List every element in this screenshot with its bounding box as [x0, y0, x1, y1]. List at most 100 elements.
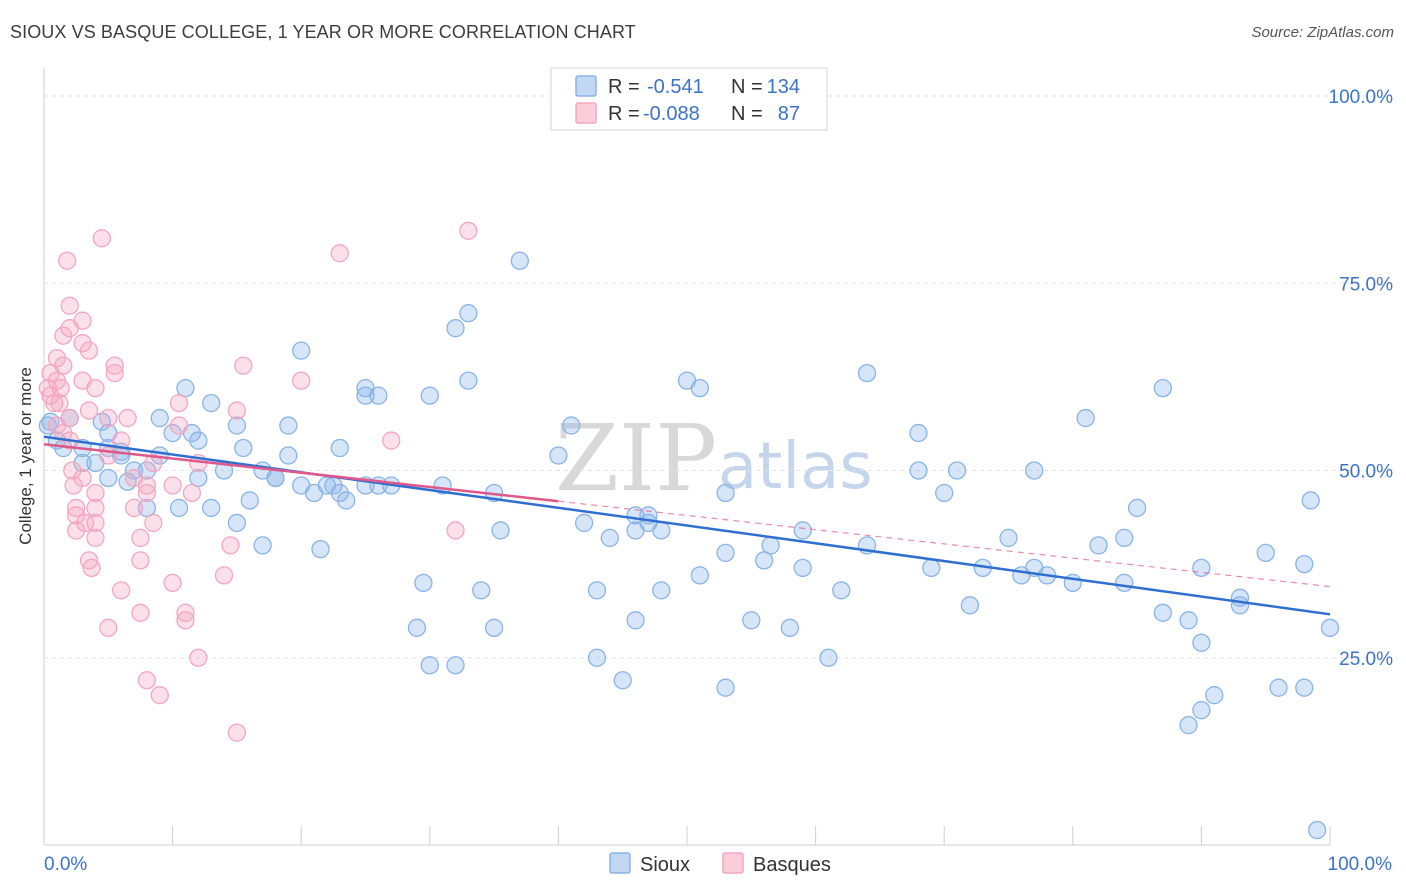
legend-sioux-r-value: -0.541	[647, 76, 704, 98]
basques-point-49	[131, 603, 150, 622]
legend-sioux-n-value: 134	[767, 76, 800, 98]
sioux-point-125	[1230, 596, 1250, 615]
basques-point-40	[105, 363, 124, 383]
basques-point-54	[144, 453, 163, 473]
basques-point-13	[60, 296, 79, 315]
sioux-point-67	[510, 251, 529, 270]
basques-point-19	[67, 498, 86, 518]
basques-point-55	[150, 686, 169, 705]
sioux-point-63	[472, 581, 491, 600]
watermark-atlas: atlas	[718, 430, 873, 504]
sioux-point-84	[690, 566, 710, 585]
sioux-point-118	[1179, 716, 1198, 735]
trend-lines	[43, 435, 1331, 616]
sioux-point-112	[1089, 536, 1108, 555]
bottom-legend-label-sioux: Sioux	[640, 854, 690, 876]
sioux-point-111	[1076, 408, 1095, 428]
legend-basques-n-value: 87	[778, 103, 800, 125]
sioux-point-70	[574, 513, 594, 533]
basques-point-5	[47, 348, 67, 368]
sioux-point-131	[1307, 820, 1327, 840]
sioux-point-38	[279, 446, 298, 465]
sioux-point-47	[337, 491, 356, 510]
sioux-point-119	[1179, 611, 1198, 630]
basques-point-74	[459, 221, 478, 240]
basques-point-66	[221, 536, 240, 555]
y-tick-label-2: 50.0%	[1339, 462, 1393, 483]
basques-point-42	[112, 581, 131, 600]
sioux-point-132	[1320, 618, 1340, 637]
basques-point-73	[446, 521, 465, 540]
sioux-point-126	[1256, 543, 1275, 563]
sioux-point-51	[369, 386, 388, 405]
sioux-point-105	[999, 528, 1018, 548]
sioux-point-114	[1115, 528, 1134, 548]
sioux-point-122	[1192, 701, 1211, 720]
sioux-point-99	[909, 461, 928, 480]
y-tick-label-3: 25.0%	[1339, 649, 1393, 670]
sioux-point-29	[227, 416, 247, 435]
stats-legend-box	[550, 67, 828, 131]
sioux-point-120	[1192, 558, 1211, 578]
basques-point-53	[144, 513, 163, 533]
sioux-point-32	[240, 491, 259, 510]
basques-point-71	[330, 244, 349, 263]
sioux-point-19	[150, 408, 169, 428]
series-legend: Sioux Basques	[609, 852, 831, 876]
sioux-point-107	[1025, 461, 1044, 480]
legend-sioux-n-label: N =	[731, 76, 763, 98]
sioux-point-95	[832, 581, 851, 600]
basques-point-34	[86, 528, 105, 548]
sioux-point-61	[459, 304, 478, 323]
basques-point-62	[182, 483, 202, 503]
sioux-point-130	[1301, 491, 1320, 510]
basques-point-44	[118, 408, 137, 428]
basques-point-39	[99, 408, 118, 428]
legend-swatch-basques	[575, 102, 597, 124]
sioux-point-127	[1269, 678, 1288, 697]
sioux-point-65	[484, 618, 504, 637]
sioux-point-115	[1127, 498, 1147, 518]
basques-point-50	[137, 671, 157, 690]
basques-point-47	[131, 528, 150, 548]
basques-point-25	[73, 468, 92, 488]
basques-point-72	[382, 431, 401, 450]
sioux-point-26	[202, 393, 221, 413]
sioux-point-11	[99, 468, 118, 488]
basques-point-32	[86, 498, 105, 518]
sioux-point-117	[1153, 603, 1172, 622]
basques-point-51	[137, 476, 157, 495]
sioux-point-57	[420, 386, 439, 405]
basques-point-36	[92, 229, 112, 248]
basques-point-28	[79, 341, 99, 360]
bottom-legend-swatch-sioux	[609, 852, 631, 874]
basques-point-23	[73, 311, 92, 330]
basques-point-48	[131, 551, 150, 570]
y-tick-labels: 100.0% 75.0% 50.0% 25.0%	[1329, 87, 1394, 670]
basques-point-67	[227, 401, 247, 420]
sioux-point-42	[311, 539, 330, 559]
legend-sioux-r-label: R =	[608, 76, 640, 98]
sioux-point-98	[909, 423, 928, 443]
basques-point-9	[54, 356, 73, 375]
sioux-point-129	[1295, 554, 1314, 574]
sioux-point-121	[1192, 633, 1211, 652]
sioux-point-36	[266, 468, 285, 488]
sioux-point-55	[414, 573, 433, 592]
legend-basques-r-value: -0.088	[643, 103, 700, 125]
sioux-point-93	[793, 558, 812, 578]
sioux-point-60	[446, 656, 465, 675]
y-axis-label: College, 1 year or more	[16, 367, 35, 545]
sioux-point-80	[652, 521, 671, 540]
sioux-point-46	[330, 483, 349, 503]
sioux-point-56	[420, 656, 439, 675]
x-ticks	[43, 826, 1331, 845]
basques-point-69	[234, 356, 253, 375]
basques-point-26	[76, 513, 95, 533]
sioux-point-74	[613, 671, 632, 690]
sioux-point-31	[234, 438, 253, 458]
sioux-point-90	[761, 536, 780, 555]
sioux-point-49	[356, 386, 375, 405]
legend-basques-r-label: R =	[608, 103, 640, 125]
